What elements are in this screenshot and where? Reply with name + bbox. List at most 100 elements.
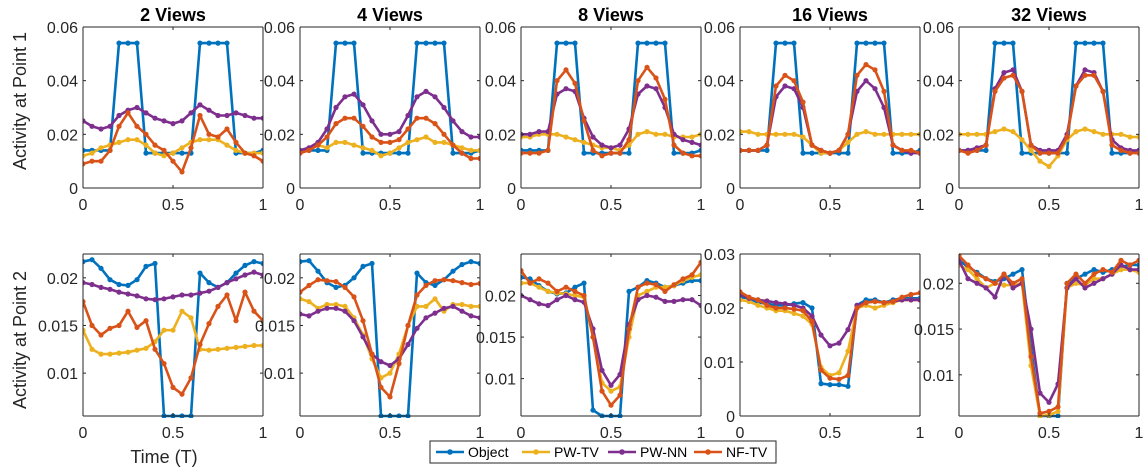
data-point — [89, 281, 95, 288]
data-point — [671, 150, 677, 156]
y-tick-label: 0.02 — [264, 127, 295, 144]
data-point — [983, 142, 989, 148]
data-point — [881, 40, 887, 46]
data-point — [387, 150, 393, 156]
data-point — [590, 134, 596, 140]
ylabel-row-1: Activity at Point 1 — [10, 32, 30, 170]
data-point — [908, 131, 914, 137]
data-point — [89, 257, 95, 263]
data-point — [396, 361, 402, 367]
y-tick-label: 0 — [286, 181, 295, 198]
data-point — [360, 123, 366, 129]
series-pw-nn — [959, 67, 1139, 153]
data-point — [1055, 404, 1061, 410]
data-point — [572, 137, 578, 143]
x-tick-label: 0.5 — [1038, 425, 1060, 442]
data-point — [827, 375, 833, 381]
y-tick-label: 0.01 — [47, 366, 78, 383]
data-point — [405, 150, 411, 156]
data-point — [1100, 267, 1106, 273]
data-point — [1010, 280, 1016, 286]
data-point — [251, 259, 257, 265]
series-line — [83, 41, 263, 155]
data-point — [1028, 142, 1034, 148]
data-point — [83, 153, 86, 159]
legend-entry-pw-tv: PW-TV — [522, 444, 600, 460]
data-point — [300, 289, 303, 295]
data-point — [396, 145, 402, 151]
data-point — [827, 382, 833, 388]
data-point — [450, 303, 456, 309]
data-point — [899, 294, 905, 300]
data-point — [306, 313, 312, 319]
data-point — [125, 308, 131, 314]
data-point — [1064, 134, 1070, 140]
series-line — [300, 278, 480, 399]
data-point — [170, 327, 176, 333]
data-point — [1055, 408, 1061, 414]
data-point — [342, 284, 348, 290]
data-point — [432, 296, 438, 302]
data-point — [143, 142, 149, 148]
data-point — [107, 325, 113, 331]
series-nf-tv — [959, 253, 1139, 416]
data-point — [755, 147, 761, 153]
data-point — [125, 349, 131, 355]
data-point — [143, 150, 149, 156]
y-tick-label: 0.02 — [264, 271, 295, 288]
data-point — [983, 285, 989, 291]
data-point — [233, 270, 239, 276]
data-point — [653, 40, 659, 46]
data-point — [764, 142, 770, 148]
data-point — [116, 123, 122, 129]
data-point — [563, 134, 569, 140]
data-point — [351, 142, 357, 148]
data-point — [441, 40, 447, 46]
x-tick-label: 0.5 — [162, 425, 184, 442]
data-point — [179, 292, 185, 298]
data-point — [1082, 285, 1088, 291]
data-point — [360, 318, 366, 324]
data-point — [845, 372, 851, 379]
data-point — [590, 147, 596, 153]
y-tick-label: 0.06 — [264, 20, 295, 37]
series-nf-tv — [300, 277, 480, 400]
data-point — [116, 350, 122, 356]
data-point — [644, 129, 650, 135]
data-point — [83, 299, 86, 305]
data-point — [1010, 271, 1016, 277]
data-point — [300, 259, 303, 265]
x-tick-label: 1 — [697, 197, 706, 214]
data-point — [644, 280, 650, 286]
data-point — [188, 292, 194, 298]
data-point — [432, 121, 438, 127]
data-point — [432, 278, 438, 284]
data-point — [800, 313, 806, 319]
data-point — [791, 78, 797, 84]
data-point — [545, 288, 551, 294]
series-nf-tv — [740, 62, 920, 156]
data-point — [260, 342, 263, 349]
data-point — [782, 301, 788, 307]
data-point — [800, 300, 806, 306]
data-point — [179, 169, 185, 175]
panel-title: 8 Views — [578, 5, 644, 25]
data-point — [854, 40, 860, 46]
data-point — [809, 142, 815, 148]
legend-entry-pw-nn: PW-NN — [608, 444, 687, 460]
data-point — [782, 131, 788, 137]
data-point — [581, 280, 587, 286]
data-point — [369, 147, 375, 153]
data-point — [170, 121, 176, 127]
data-point — [590, 407, 596, 413]
data-point — [536, 150, 542, 156]
data-point — [1136, 150, 1139, 156]
data-point — [324, 301, 330, 308]
data-point — [300, 150, 303, 156]
data-point — [827, 150, 833, 156]
data-point — [662, 298, 668, 304]
data-point — [414, 270, 420, 276]
data-point — [917, 290, 920, 296]
data-point — [782, 40, 788, 46]
x-axis-label: Time (T) — [130, 447, 197, 467]
